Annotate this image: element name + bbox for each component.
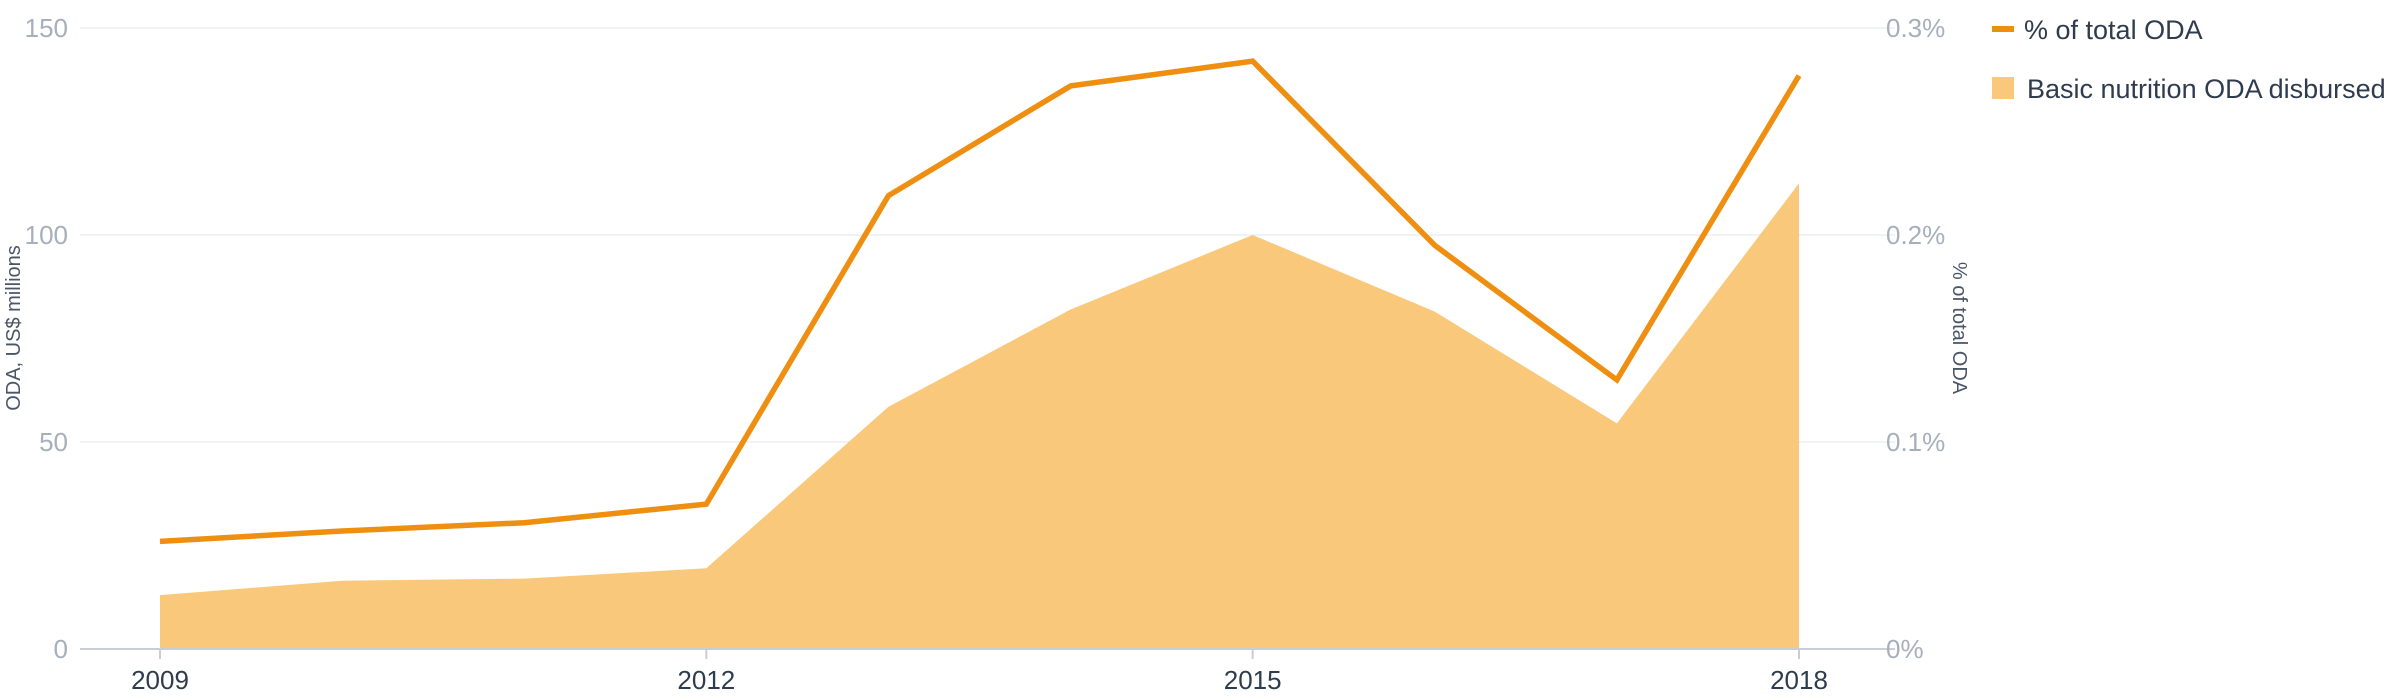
line-percent-total-oda <box>159 58 1802 545</box>
y-left-tick-label: 0 <box>54 634 68 664</box>
legend-line-swatch <box>1992 26 2014 32</box>
area-basic-nutrition-oda <box>160 183 1799 649</box>
y-right-tick-label: 0.1% <box>1886 427 1945 457</box>
x-tick-label: 2015 <box>1224 665 1282 695</box>
legend-item-area: Basic nutrition ODA disbursed <box>1992 74 2386 104</box>
legend-label-line: % of total ODA <box>2024 15 2203 45</box>
x-axis-ticks: 2009 2012 2015 2018 <box>131 649 1828 695</box>
y-right-tick-label: 0.3% <box>1886 13 1945 43</box>
y-left-tick-label: 100 <box>25 220 68 250</box>
y-axis-right-ticks: 0% 0.1% 0.2% 0.3% <box>1886 13 1945 664</box>
x-tick-label: 2018 <box>1770 665 1828 695</box>
area-series <box>160 183 1799 649</box>
y-left-tick-label: 50 <box>39 427 68 457</box>
legend: % of total ODA Basic nutrition ODA disbu… <box>1992 15 2386 104</box>
y-left-tick-label: 150 <box>25 13 68 43</box>
x-tick-label: 2012 <box>677 665 735 695</box>
y-right-tick-label: 0.2% <box>1886 220 1945 250</box>
legend-label-area: Basic nutrition ODA disbursed <box>2027 74 2386 104</box>
y-right-tick-label: 0% <box>1886 634 1924 664</box>
y-axis-left-ticks: 0 50 100 150 <box>25 13 68 664</box>
y-axis-left-title: ODA, US$ millions <box>3 245 25 411</box>
line-series <box>159 58 1802 545</box>
x-tick-label: 2009 <box>131 665 189 695</box>
legend-item-line: % of total ODA <box>1992 15 2203 45</box>
legend-area-swatch <box>1992 77 2014 99</box>
y-axis-right-title: % of total ODA <box>1948 262 1970 395</box>
